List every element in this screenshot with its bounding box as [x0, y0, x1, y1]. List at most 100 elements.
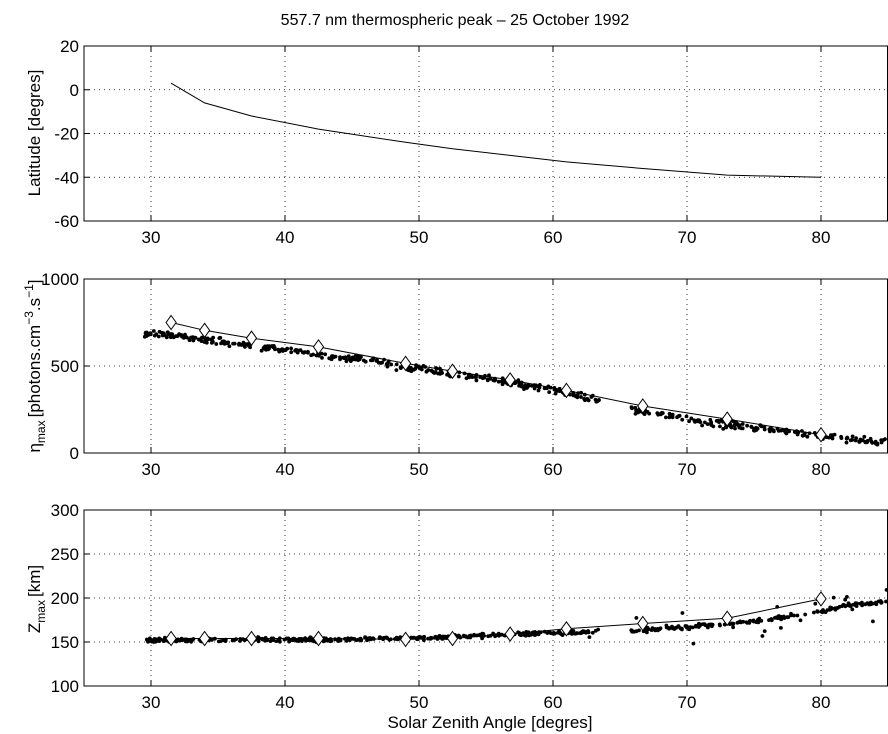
scatter-point — [256, 639, 261, 644]
diamond-marker — [637, 615, 649, 632]
scatter-point — [556, 630, 560, 635]
diamond-marker — [446, 363, 459, 380]
scatter-point — [211, 335, 216, 340]
scatter-point — [593, 628, 598, 633]
scatter-point — [553, 631, 557, 636]
scatter-point — [823, 610, 828, 615]
scatter-point — [844, 440, 849, 445]
diamond-marker — [245, 330, 258, 347]
scatter-point — [685, 625, 690, 630]
altitude-panel: 30 40 50 60 70 80 100 150 200 250 300 — [51, 501, 888, 712]
scatter-point — [336, 639, 340, 643]
scatter-point — [306, 349, 310, 354]
scatter-point — [831, 595, 836, 600]
scatter-point — [634, 408, 638, 413]
x-tick-label: 30 — [142, 693, 161, 712]
x-tick-label: 50 — [410, 460, 429, 479]
scatter-point — [749, 425, 754, 429]
scatter-point — [843, 604, 848, 609]
scatter-point — [311, 352, 315, 357]
scatter-point — [283, 348, 287, 352]
scatter-point — [154, 638, 159, 643]
scatter-point — [762, 427, 767, 432]
scatter-point — [738, 620, 743, 624]
scatter-point — [649, 628, 654, 632]
scatter-point — [174, 334, 178, 338]
scatter-point — [670, 626, 675, 630]
diamond-marker — [504, 372, 516, 388]
scatter-point — [223, 639, 228, 643]
scatter-point — [303, 350, 307, 354]
scatter-point — [845, 595, 849, 599]
scatter-point — [786, 615, 791, 619]
scatter-point — [843, 597, 848, 602]
scatter-point — [154, 332, 159, 337]
scatter-point — [226, 340, 231, 345]
scatter-point — [278, 639, 282, 644]
scatter-point — [590, 630, 595, 635]
scatter-point — [357, 355, 362, 360]
diamond-marker — [399, 355, 412, 372]
scatter-point — [752, 619, 757, 624]
scatter-point — [323, 638, 327, 643]
y-tick-label: 500 — [51, 357, 79, 376]
scatter-point — [491, 631, 495, 636]
scatter-point — [867, 602, 871, 607]
scatter-point — [469, 374, 474, 378]
scatter-point — [680, 417, 685, 422]
scatter-point — [815, 610, 820, 614]
y-tick-label: 300 — [51, 501, 79, 520]
scatter-point — [263, 636, 268, 640]
x-tick-label: 80 — [812, 693, 831, 712]
diamond-marker — [815, 591, 827, 607]
scatter-point — [384, 635, 389, 640]
x-tick-label: 30 — [142, 460, 161, 479]
diamond-marker — [165, 314, 177, 331]
scatter-point — [871, 619, 875, 624]
scatter-point — [473, 375, 477, 379]
scatter-point — [773, 616, 777, 620]
scatter-point — [805, 434, 810, 439]
scatter-point — [408, 365, 413, 370]
scatter-point — [851, 602, 856, 607]
scatter-point — [148, 331, 153, 335]
scatter-point — [787, 429, 791, 434]
scatter-point — [162, 332, 167, 337]
scatter-point — [779, 614, 783, 619]
scatter-point — [579, 395, 583, 399]
y-tick-label: 0 — [70, 444, 79, 463]
plot-data — [144, 588, 888, 648]
scatter-point — [385, 362, 390, 366]
scatter-point — [828, 605, 833, 610]
scatter-point — [346, 354, 351, 358]
scatter-point — [789, 613, 794, 618]
scatter-point — [703, 623, 708, 628]
x-tick-label: 60 — [544, 693, 563, 712]
scatter-point — [480, 631, 485, 636]
scatter-point — [695, 624, 700, 629]
scatter-point — [177, 332, 182, 337]
scatter-point — [846, 601, 851, 606]
scatter-point — [583, 398, 587, 403]
scatter-point — [873, 601, 877, 606]
diamond-marker — [637, 398, 649, 414]
scatter-point — [637, 628, 641, 633]
y-tick-label: -20 — [54, 125, 79, 144]
scatter-point — [197, 337, 201, 342]
scatter-point — [691, 641, 696, 646]
scatter-point — [289, 346, 293, 351]
scatter-point — [493, 377, 498, 382]
scatter-point — [581, 629, 586, 634]
scatter-point — [472, 632, 476, 637]
scatter-point — [707, 622, 711, 627]
scatter-point — [839, 434, 843, 439]
scatter-point — [151, 640, 156, 644]
scatter-point — [394, 635, 399, 640]
scatter-point — [693, 420, 697, 424]
scatter-point — [223, 340, 228, 345]
scatter-point — [845, 435, 850, 440]
scatter-point — [754, 428, 759, 432]
scatter-point — [276, 347, 281, 352]
scatter-point — [795, 613, 800, 618]
scatter-point — [329, 356, 333, 361]
